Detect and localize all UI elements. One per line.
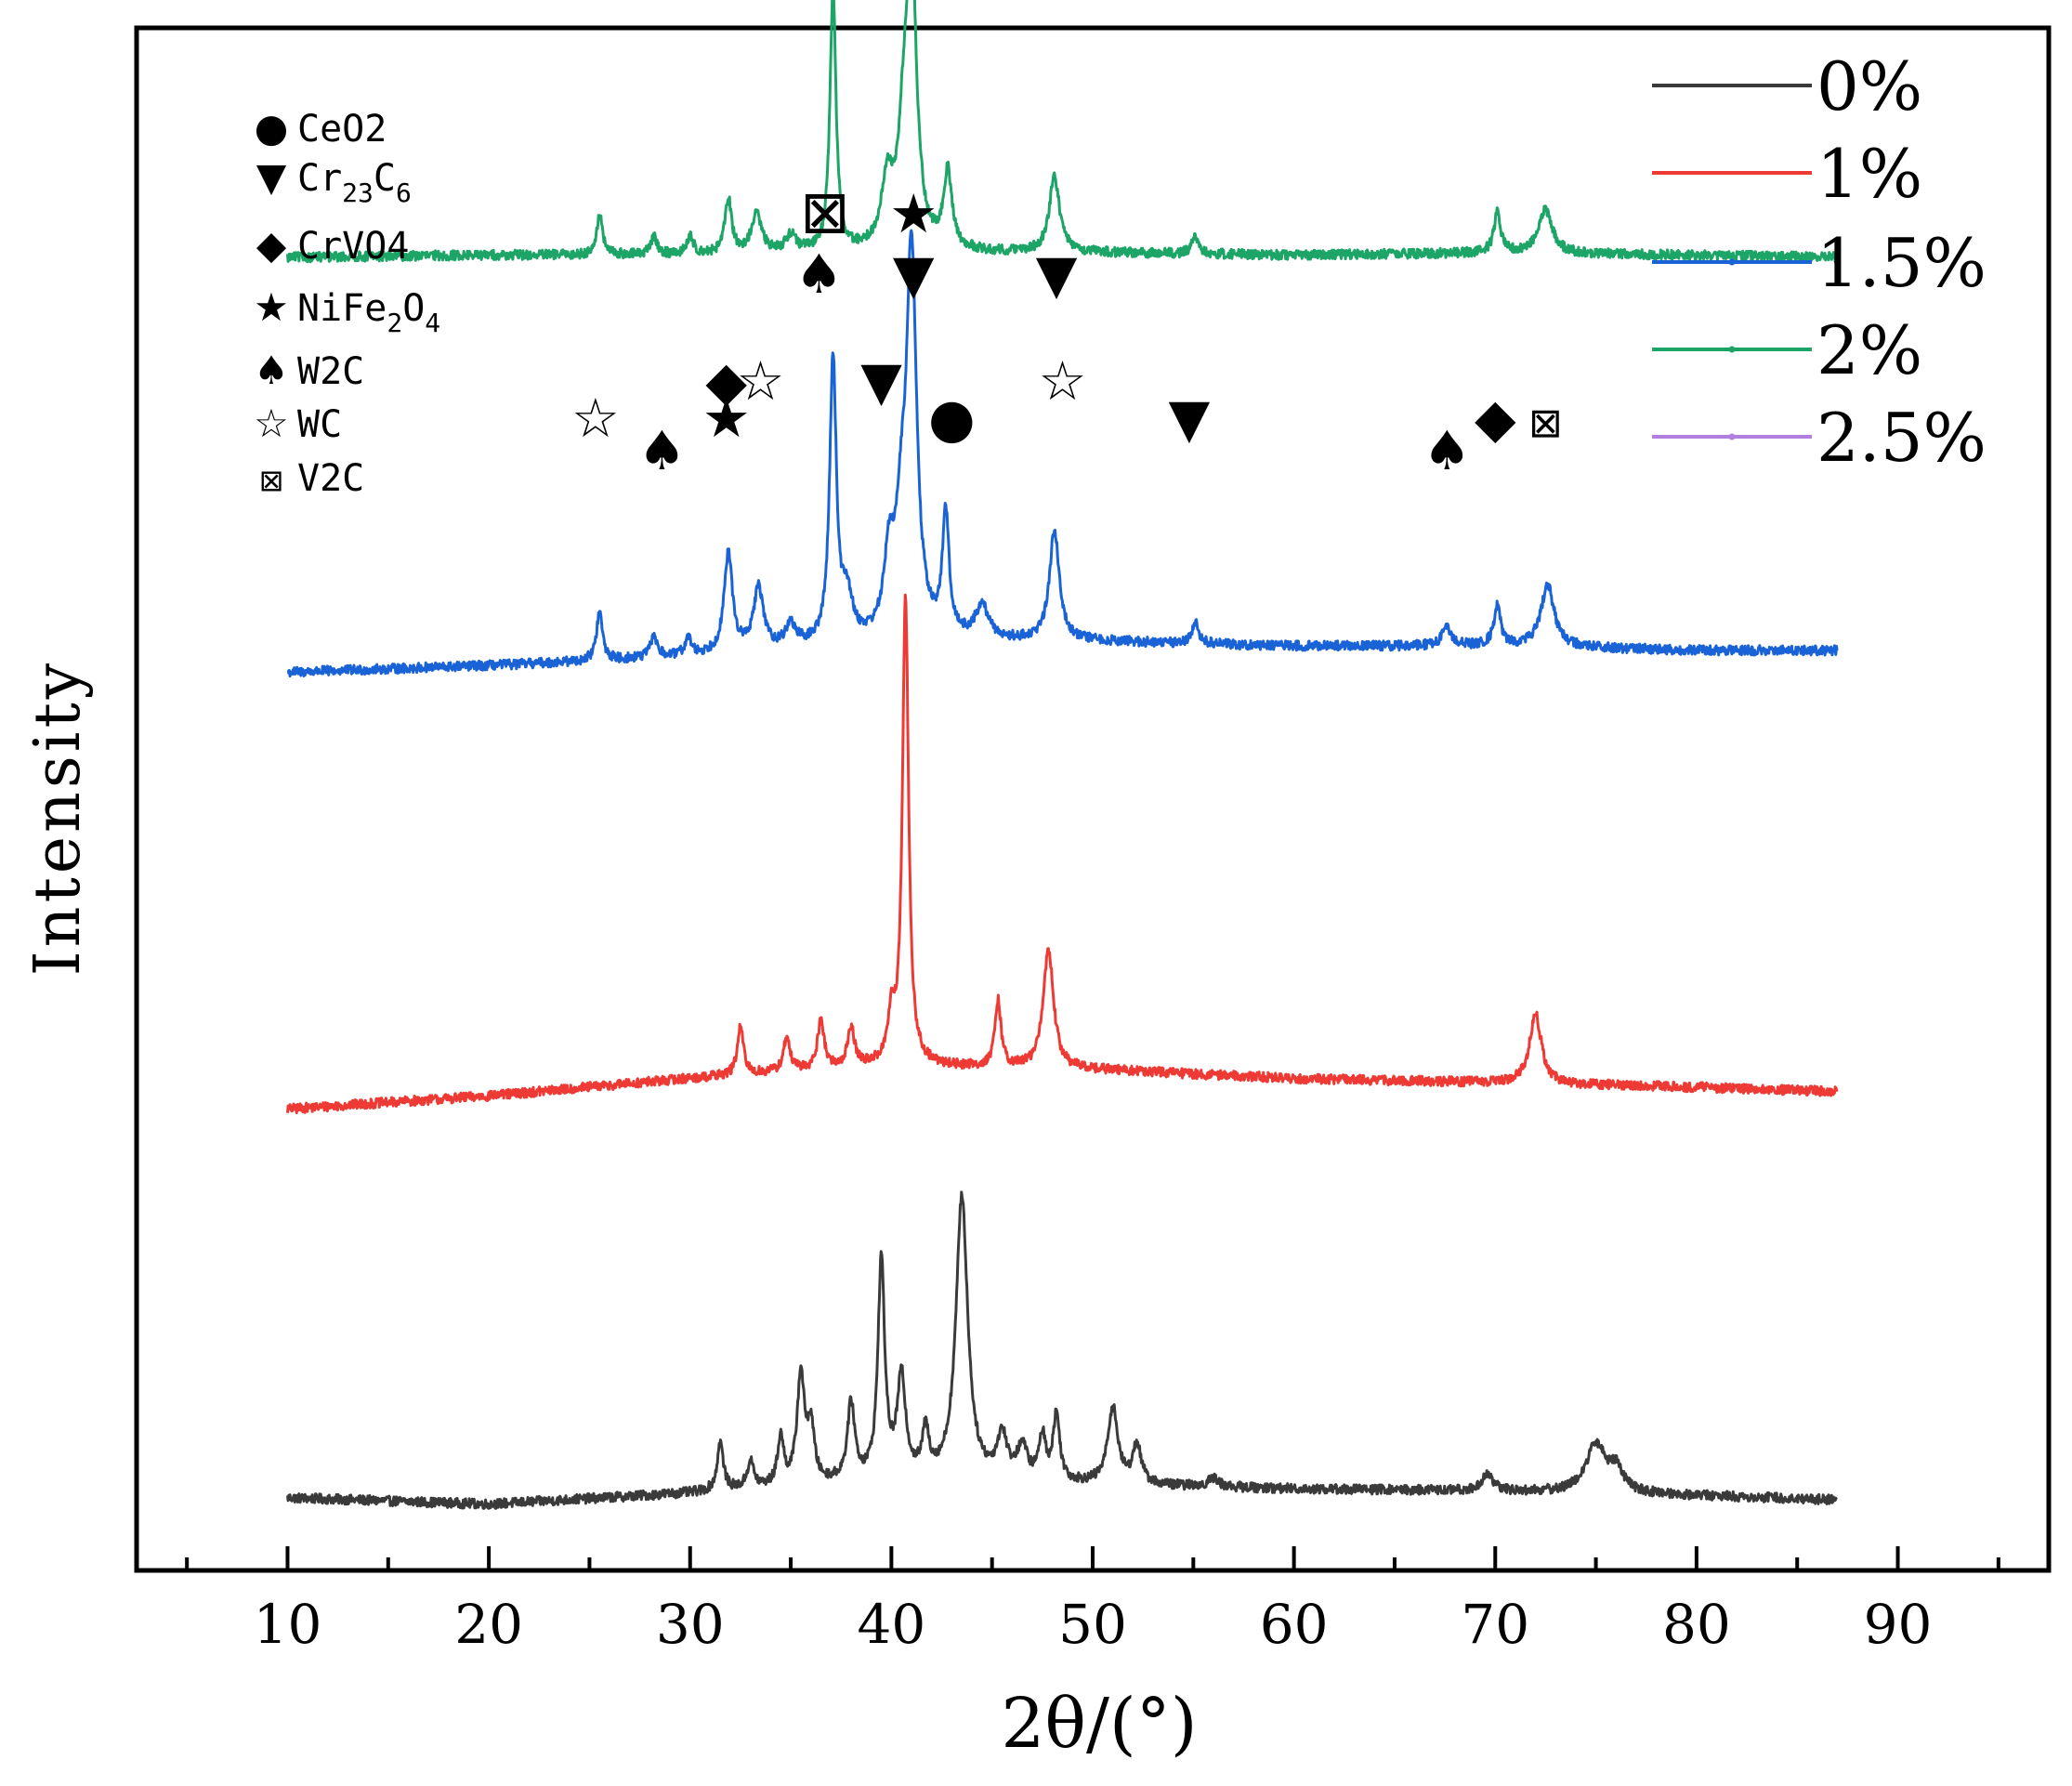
series-line-3 [286, 229, 1839, 678]
series-legend-item: 1% [1652, 135, 1922, 213]
series-line-1 [286, 1190, 1838, 1510]
peak-marker: ⊠ [1528, 400, 1563, 447]
peak-marker: ▼ [860, 349, 902, 413]
phase-legend-symbol: ◆ [256, 222, 287, 268]
x-axis-ticks [185, 1546, 2000, 1570]
y-axis-title: Intensity [21, 660, 95, 976]
x-tick-label: 70 [1461, 1593, 1529, 1656]
series-legend: 0% 1% 1.5% 2% 2.5% [1652, 47, 1987, 477]
series-legend-label: 2% [1816, 311, 1922, 389]
phase-legend-symbol: ● [255, 105, 289, 151]
phase-legend-symbol: ☆ [254, 401, 289, 446]
series-legend-dot [1728, 433, 1736, 440]
peak-marker: ☆ [571, 387, 620, 450]
x-tick-label: 60 [1260, 1593, 1329, 1656]
phase-legend-symbol: ★ [254, 284, 289, 330]
phase-legend-label: W2C [297, 350, 364, 393]
peak-marker: ☆ [1039, 349, 1087, 413]
x-tick-label: 10 [254, 1593, 322, 1656]
phase-legend-label: CeO2 [297, 108, 387, 151]
phase-legend-symbol: ▼ [256, 154, 287, 200]
series-legend-dot [1728, 258, 1736, 266]
phase-legend-label: V2C [297, 457, 364, 500]
phase-legend-item: ☆ WC [254, 401, 342, 446]
x-tick-label: 40 [857, 1593, 925, 1656]
series-legend-label: 1.5% [1816, 224, 1987, 302]
phase-legend: ● CeO2▼ Cr23C6◆ CrVO4★ NiFe2O4♠ W2C☆ WC⊠ V2C [254, 105, 440, 500]
phase-legend-label: Cr23C6 [297, 157, 412, 208]
peak-marker: ★ [889, 182, 938, 245]
x-axis-tick-labels: 10 20 30 40 50 60 70 80 90 [254, 1593, 1933, 1656]
series-legend-item: 0% [1652, 47, 1922, 125]
series-legend-label: 1% [1816, 135, 1922, 213]
phase-legend-symbol: ⊠ [259, 463, 284, 498]
phase-legend-item: ♠ W2C [254, 348, 364, 393]
peak-marker: ▼ [893, 243, 935, 306]
series-layer [286, 0, 1839, 1510]
series-legend-item: 1.5% [1652, 224, 1987, 302]
x-tick-label: 50 [1058, 1593, 1127, 1656]
x-axis-title: 2θ/(°) [1001, 1684, 1197, 1764]
series-line-4 [286, 0, 1839, 264]
phase-legend-label: WC [297, 403, 342, 446]
peak-marker: ☆ [737, 349, 785, 413]
phase-legend-symbol: ♠ [254, 348, 289, 393]
series-line-2 [286, 593, 1839, 1114]
series-legend-label: 0% [1816, 47, 1922, 125]
series-legend-label: 2.5% [1816, 399, 1987, 477]
series-legend-dot [1728, 346, 1736, 353]
peak-marker: ★ [702, 387, 751, 450]
peak-marker: ♠ [637, 419, 686, 482]
peak-marker: ⊠ [800, 178, 850, 247]
phase-legend-item: ★ NiFe2O4 [254, 284, 440, 338]
peak-marker: ♠ [1423, 419, 1471, 482]
x-tick-label: 80 [1662, 1593, 1731, 1656]
peak-marker: ● [928, 387, 976, 450]
phase-legend-item: ◆ CrVO4 [256, 222, 410, 268]
x-tick-label: 30 [656, 1593, 725, 1656]
peak-marker: ▼ [1169, 387, 1211, 450]
peak-marker: ♠ [794, 243, 843, 306]
peak-marker-layer: ☆♠★◆☆♠⊠▼▼★●☆▼▼♠◆ ⊠ [571, 178, 1563, 482]
phase-legend-label: NiFe2O4 [297, 287, 440, 338]
phase-legend-item: ⊠ V2C [259, 457, 365, 500]
peak-marker: ▼ [1036, 243, 1078, 306]
series-legend-item: 2.5% [1652, 399, 1987, 477]
peak-marker: ◆ [1475, 387, 1516, 450]
phase-legend-item: ▼ Cr23C6 [256, 154, 412, 208]
phase-legend-item: ● CeO2 [255, 105, 387, 151]
phase-legend-label: CrVO4 [297, 225, 409, 268]
series-legend-item: 2% [1652, 311, 1922, 389]
x-tick-label: 90 [1864, 1593, 1933, 1656]
x-tick-label: 20 [454, 1593, 523, 1656]
peak-marker: ◆ [705, 349, 747, 413]
